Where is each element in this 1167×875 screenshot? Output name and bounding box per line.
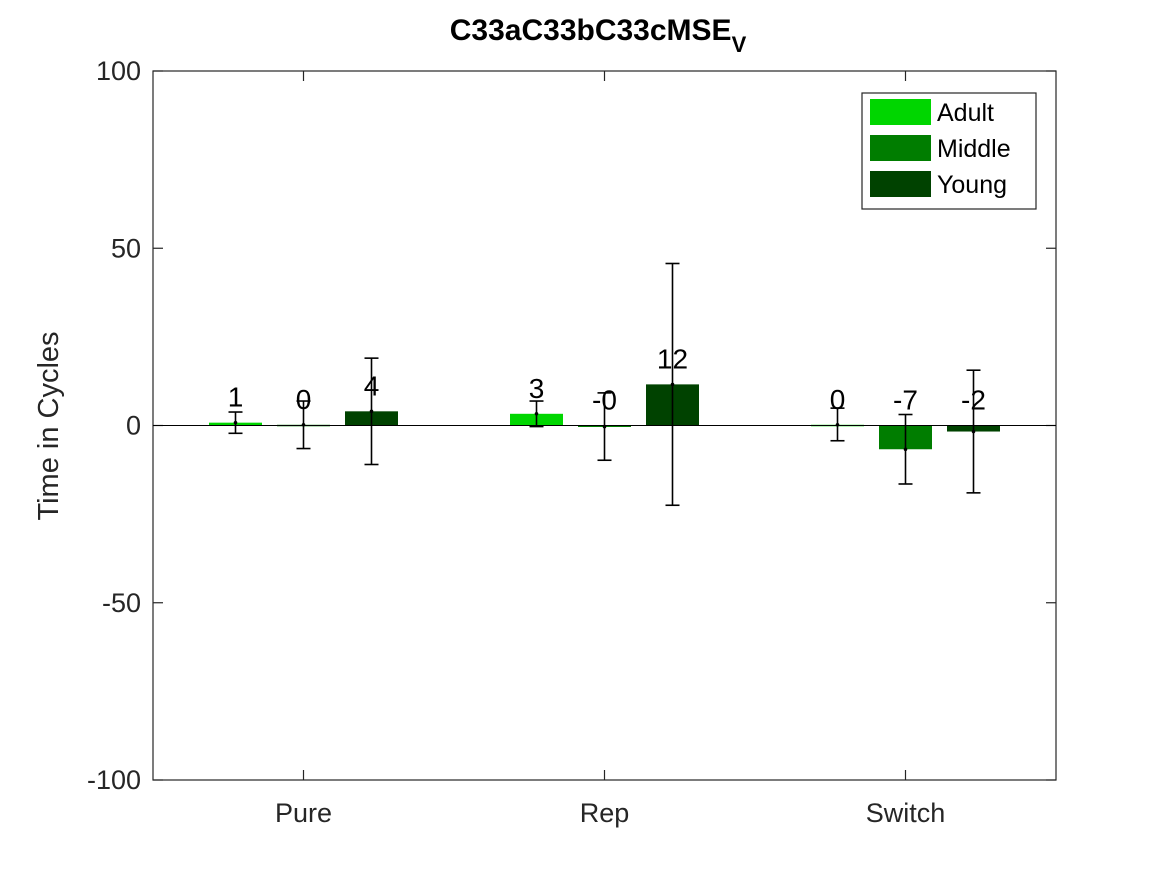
y-tick-label: -100 <box>87 765 141 795</box>
x-tick-label: Rep <box>580 798 630 828</box>
legend-swatch-young <box>870 171 931 197</box>
mean-marker <box>233 420 238 425</box>
data-label: 12 <box>657 343 688 374</box>
mean-marker <box>301 422 306 427</box>
y-tick-label: 50 <box>111 233 141 263</box>
legend-swatch-middle <box>870 135 931 161</box>
y-tick-label: -50 <box>102 588 141 618</box>
mean-marker <box>971 429 976 434</box>
chart-title-main: C33aC33bC33cMSE <box>450 14 732 47</box>
legend-swatch-adult <box>870 99 931 125</box>
mean-marker <box>534 412 539 416</box>
data-label: 3 <box>529 373 545 404</box>
legend-label: Adult <box>937 99 994 127</box>
x-tick-label: Switch <box>866 798 946 828</box>
legend: Adult Middle Young <box>861 92 1037 210</box>
y-tick-label: 100 <box>96 56 141 86</box>
y-tick-label: 0 <box>126 411 141 441</box>
mean-marker <box>602 424 607 429</box>
data-label: 0 <box>296 384 312 415</box>
data-label: 4 <box>364 370 380 401</box>
mean-marker <box>903 447 908 452</box>
chart-title-subscript: V <box>732 32 747 57</box>
mean-marker <box>670 382 675 387</box>
data-label: 1 <box>228 382 244 413</box>
x-tick-label: Pure <box>275 798 332 828</box>
data-label: -0 <box>592 385 617 416</box>
data-label: -2 <box>961 385 986 416</box>
legend-label: Young <box>937 171 1007 199</box>
data-label: -7 <box>893 385 918 416</box>
chart-title: C33aC33bC33cMSEV <box>450 14 747 57</box>
mean-marker <box>369 409 374 414</box>
y-axis-label: Time in Cycles <box>33 331 65 520</box>
mean-marker <box>835 422 840 427</box>
legend-label: Middle <box>937 135 1011 163</box>
data-label: 0 <box>830 384 846 415</box>
